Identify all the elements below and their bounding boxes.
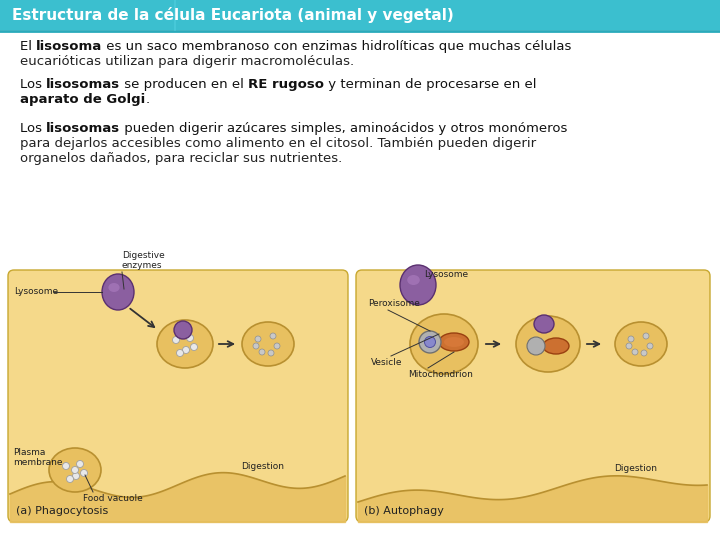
Ellipse shape — [534, 315, 554, 333]
Text: organelos dañados, para reciclar sus nutrientes.: organelos dañados, para reciclar sus nut… — [20, 152, 342, 165]
Circle shape — [176, 349, 184, 356]
Text: es un saco membranoso con enzimas hidrolíticas que muchas células: es un saco membranoso con enzimas hidrol… — [102, 40, 572, 53]
Ellipse shape — [242, 322, 294, 366]
Text: para dejarlos accesibles como alimento en el citosol. También pueden digerir: para dejarlos accesibles como alimento e… — [20, 137, 536, 150]
Text: Los: Los — [20, 78, 46, 91]
Text: Los: Los — [20, 122, 46, 135]
Text: RE rugoso: RE rugoso — [248, 78, 325, 91]
Text: lisosomas: lisosomas — [46, 78, 120, 91]
Ellipse shape — [543, 338, 569, 354]
Text: Mitochondrion: Mitochondrion — [408, 370, 473, 379]
Text: aparato de Golgi: aparato de Golgi — [20, 93, 145, 106]
Text: eucarióticas utilizan para digerir macromoléculas.: eucarióticas utilizan para digerir macro… — [20, 55, 354, 68]
FancyBboxPatch shape — [8, 270, 348, 522]
Ellipse shape — [174, 321, 192, 339]
Circle shape — [268, 350, 274, 356]
Ellipse shape — [516, 316, 580, 372]
Circle shape — [270, 333, 276, 339]
Ellipse shape — [444, 337, 464, 347]
Circle shape — [259, 349, 265, 355]
Circle shape — [419, 331, 441, 353]
Circle shape — [186, 334, 194, 341]
Text: (a) Phagocytosis: (a) Phagocytosis — [16, 506, 108, 516]
Text: Peroxisome: Peroxisome — [368, 299, 420, 308]
Text: Food vacuole: Food vacuole — [83, 494, 143, 503]
Circle shape — [255, 336, 261, 342]
Ellipse shape — [49, 448, 101, 492]
Circle shape — [626, 343, 632, 349]
Text: se producen en el: se producen en el — [120, 78, 248, 91]
Ellipse shape — [102, 274, 134, 310]
Circle shape — [647, 343, 653, 349]
FancyBboxPatch shape — [356, 270, 710, 522]
Text: Lysosome: Lysosome — [14, 287, 58, 296]
Text: pueden digerir azúcares simples, aminoácidos y otros monómeros: pueden digerir azúcares simples, aminoác… — [120, 122, 568, 135]
Circle shape — [632, 349, 638, 355]
Circle shape — [628, 336, 634, 342]
Text: Lysosome: Lysosome — [424, 270, 468, 279]
Circle shape — [71, 467, 78, 474]
Circle shape — [191, 343, 197, 350]
Ellipse shape — [439, 333, 469, 351]
Text: Plasma
membrane: Plasma membrane — [13, 448, 63, 468]
Circle shape — [527, 337, 545, 355]
Circle shape — [274, 343, 280, 349]
Text: Digestion: Digestion — [241, 462, 284, 471]
Text: Estructura de la célula Eucariota (animal y vegetal): Estructura de la célula Eucariota (anima… — [12, 7, 454, 23]
Circle shape — [643, 333, 649, 339]
Text: lisosomas: lisosomas — [46, 122, 120, 135]
Ellipse shape — [109, 283, 120, 292]
Ellipse shape — [408, 275, 420, 285]
FancyBboxPatch shape — [0, 0, 720, 30]
Text: (b) Autophagy: (b) Autophagy — [364, 506, 444, 516]
Circle shape — [76, 461, 84, 468]
Text: lisosoma: lisosoma — [36, 40, 102, 53]
Circle shape — [81, 469, 88, 476]
Ellipse shape — [400, 265, 436, 305]
Circle shape — [253, 343, 259, 349]
Text: y terminan de procesarse en el: y terminan de procesarse en el — [325, 78, 537, 91]
Ellipse shape — [615, 322, 667, 366]
Circle shape — [182, 347, 189, 354]
Text: Digestive
enzymes: Digestive enzymes — [122, 251, 165, 270]
Circle shape — [173, 336, 179, 343]
Text: Vesicle: Vesicle — [371, 358, 402, 367]
Circle shape — [66, 476, 73, 483]
Text: Digestion: Digestion — [614, 464, 657, 473]
Ellipse shape — [157, 320, 213, 368]
Ellipse shape — [410, 314, 478, 374]
Circle shape — [63, 462, 70, 469]
Circle shape — [425, 336, 436, 348]
Circle shape — [641, 350, 647, 356]
Circle shape — [73, 472, 79, 480]
Text: El: El — [20, 40, 36, 53]
Text: .: . — [145, 93, 149, 106]
